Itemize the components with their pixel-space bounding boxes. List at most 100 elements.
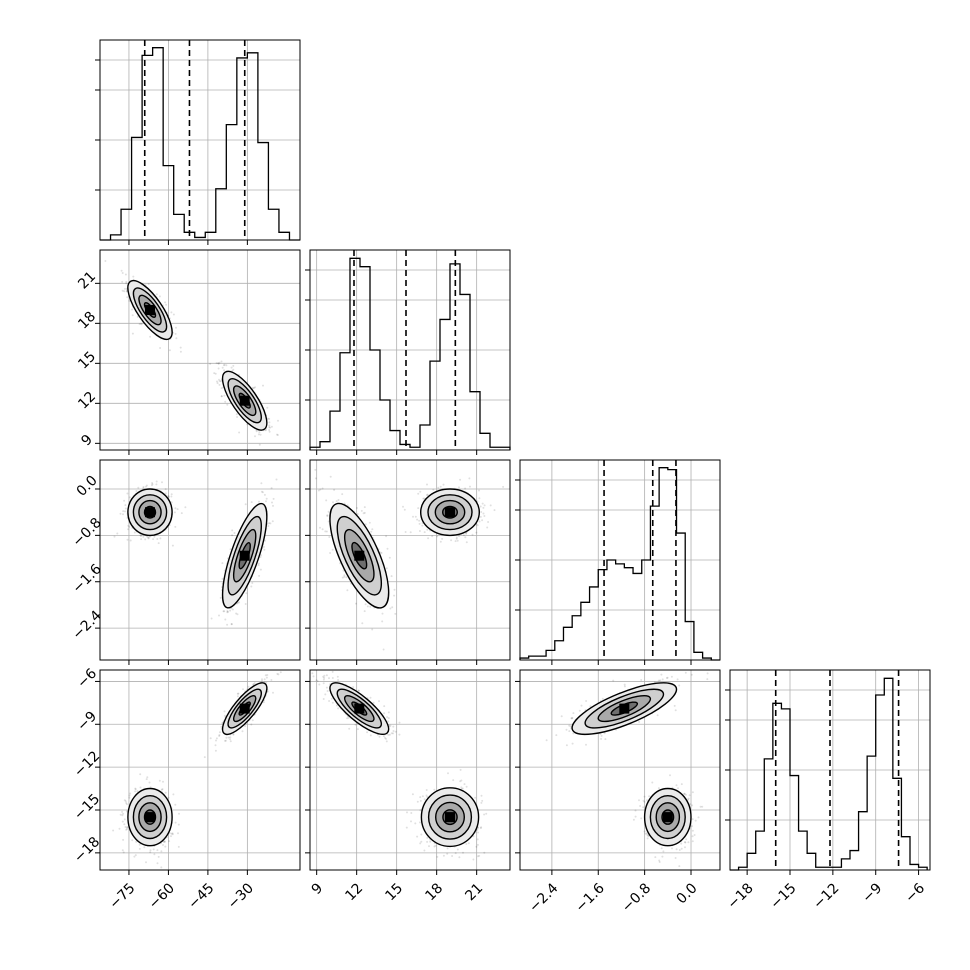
scatter-point: [419, 796, 422, 799]
scatter-point: [253, 387, 256, 389]
scatter-point: [221, 722, 224, 724]
scatter-point: [465, 541, 468, 544]
scatter-point: [136, 315, 139, 318]
scatter-point: [421, 795, 424, 798]
scatter-point: [439, 485, 442, 488]
scatter-point: [371, 628, 374, 631]
scatter-point: [174, 821, 177, 824]
scatter-point: [162, 841, 165, 843]
scatter-point: [128, 794, 131, 797]
scatter-point: [135, 490, 138, 492]
scatter-point: [476, 843, 479, 846]
scatter-point: [262, 545, 265, 548]
scatter-point: [119, 512, 122, 515]
scatter-point: [405, 826, 408, 829]
scatter-point: [168, 349, 171, 352]
scatter-point: [482, 512, 485, 515]
scatter-point: [226, 611, 229, 614]
scatter-point: [419, 809, 422, 812]
scatter-point: [125, 828, 128, 831]
scatter-point: [271, 501, 273, 504]
scatter-point: [446, 847, 449, 850]
scatter-point: [381, 620, 384, 623]
scatter-point: [426, 493, 429, 496]
scatter-point: [388, 556, 391, 559]
scatter-point: [224, 739, 227, 742]
scatter-point: [177, 832, 179, 835]
scatter-point: [327, 520, 330, 523]
scatter-point: [459, 478, 462, 481]
scatter-point: [238, 431, 241, 434]
scatter-point: [414, 515, 417, 518]
scatter-point: [246, 423, 249, 426]
scatter-point: [319, 526, 321, 529]
scatter-point: [478, 854, 481, 857]
scatter-point: [277, 673, 280, 676]
scatter-point: [214, 744, 217, 747]
scatter-point: [321, 528, 324, 531]
scatter-point: [214, 749, 217, 752]
y-tick-label: 18: [75, 309, 99, 333]
scatter-point: [126, 826, 128, 829]
scatter-point: [229, 736, 232, 739]
scatter-point: [216, 380, 218, 383]
y-tick-label: 9: [78, 432, 96, 450]
scatter-point: [393, 594, 396, 597]
x-tick-label: −75: [106, 880, 138, 912]
panel-contents: [311, 670, 488, 861]
scatter-point: [133, 531, 136, 534]
scatter-point: [261, 678, 263, 681]
scatter-point: [276, 434, 279, 436]
scatter-point: [112, 829, 115, 832]
scatter-point: [225, 364, 228, 367]
scatter-point: [172, 313, 175, 316]
scatter-point: [122, 513, 124, 516]
scatter-point: [146, 536, 149, 539]
scatter-point: [220, 395, 223, 398]
scatter-point: [477, 855, 479, 858]
scatter-point: [215, 737, 218, 740]
scatter-point: [268, 430, 271, 433]
scatter-point: [404, 531, 407, 533]
scatter-point: [426, 528, 429, 531]
scatter-point: [276, 433, 278, 436]
scatter-point: [268, 429, 271, 431]
scatter-point: [127, 528, 130, 531]
scatter-point: [235, 612, 238, 615]
scatter-point: [279, 671, 282, 674]
scatter-point: [124, 273, 127, 276]
scatter-point: [452, 779, 455, 782]
scatter-point: [250, 501, 253, 504]
y-tick-label: 21: [75, 269, 99, 293]
scatter-point: [389, 724, 392, 727]
scatter-point: [203, 756, 206, 759]
scatter-point: [502, 485, 505, 488]
scatter-point: [420, 833, 423, 836]
scatter-point: [155, 483, 158, 486]
scatter-point: [254, 435, 256, 438]
scatter-point: [224, 400, 227, 403]
scatter-point: [485, 812, 488, 815]
scatter-point: [416, 800, 419, 803]
scatter-point: [121, 814, 124, 817]
scatter-point: [355, 507, 358, 509]
scatter-point: [236, 692, 239, 695]
panel-contents: [314, 468, 505, 651]
scatter-point: [229, 548, 232, 551]
scatter-point: [319, 488, 322, 491]
density-peak: [445, 507, 455, 518]
y-tick-label: −18: [71, 834, 103, 866]
scatter-point: [230, 623, 233, 626]
scatter-point: [175, 337, 178, 340]
scatter-point: [360, 509, 363, 512]
scatter-point: [217, 367, 220, 370]
scatter-point: [218, 734, 221, 736]
scatter-point: [436, 535, 439, 538]
scatter-point: [121, 810, 124, 813]
scatter-point: [479, 505, 482, 508]
scatter-point: [225, 736, 228, 739]
y-tick-label: 15: [75, 349, 99, 373]
scatter-point: [458, 856, 461, 859]
panel-contents: [104, 260, 279, 446]
scatter-point: [263, 493, 266, 496]
